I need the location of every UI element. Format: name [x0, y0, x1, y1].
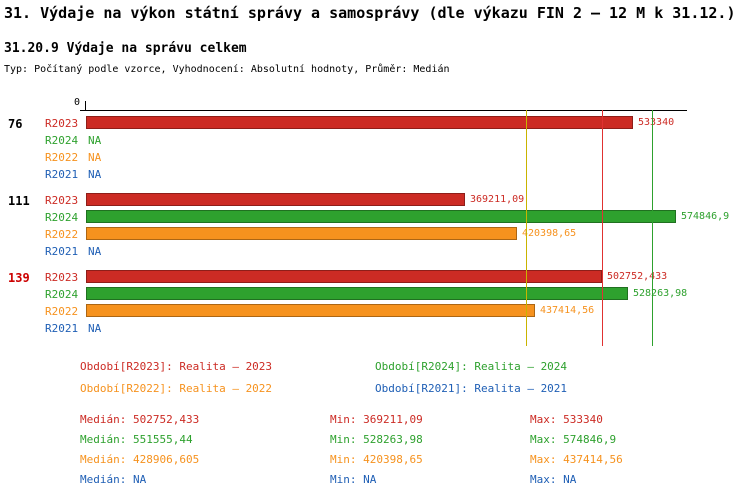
bar-value-label: 528263,98: [633, 288, 688, 299]
median-line-r2022: [526, 110, 527, 346]
na-label: NA: [88, 151, 102, 164]
stat-min-r2023: Min: 369211,09: [330, 413, 423, 426]
series-label-r2022: R2022: [45, 305, 79, 318]
stat-max-r2022: Max: 437414,56: [530, 453, 623, 466]
series-label-r2022: R2022: [45, 151, 79, 164]
bar-r2023: [86, 193, 465, 206]
series-label-r2024: R2024: [45, 211, 79, 224]
bar-r2022: [86, 227, 517, 240]
na-label: NA: [88, 322, 102, 335]
legend-item-r2024: Období[R2024]: Realita – 2024: [375, 360, 568, 373]
stat-median-r2023: Medián: 502752,433: [80, 413, 200, 426]
bar-r2024: [86, 210, 676, 223]
bar-value-label: 369211,09: [470, 194, 525, 205]
bar-value-label: 420398,65: [522, 228, 577, 239]
bar-value-label: 533340: [638, 117, 675, 128]
indicator-meta: Typ: Počítaný podle vzorce, Vyhodnocení:…: [4, 64, 450, 75]
group-label: 139: [8, 271, 30, 285]
page-title: 31. Výdaje na výkon státní správy a samo…: [4, 4, 736, 22]
series-label-r2024: R2024: [45, 134, 79, 147]
group-label: 111: [8, 194, 30, 208]
chart-stats: Medián: 502752,433 Min: 369211,09 Max: 533…: [0, 410, 750, 498]
horizontal-bar-chart: 0 76 R2023 533340 R2024 NA R2022 NA R2021 NA 111 R2…: [0, 96, 750, 354]
series-label-r2023: R2023: [45, 271, 79, 284]
stat-min-r2021: Min: NA: [330, 473, 377, 486]
series-label-r2023: R2023: [45, 117, 79, 130]
stat-median-r2021: Medián: NA: [80, 473, 147, 486]
bar-r2022: [86, 304, 535, 317]
series-label-r2022: R2022: [45, 228, 79, 241]
bar-r2023: [86, 116, 633, 129]
legend-item-r2021: Období[R2021]: Realita – 2021: [375, 382, 568, 395]
bar-value-label: 437414,56: [540, 305, 595, 316]
series-label-r2021: R2021: [45, 245, 79, 258]
series-label-r2021: R2021: [45, 322, 79, 335]
stat-max-r2024: Max: 574846,9: [530, 433, 617, 446]
bar-value-label: 574846,9: [681, 211, 730, 222]
x-axis-tick: [85, 101, 86, 110]
bar-value-label: 502752,433: [607, 271, 668, 282]
stat-max-r2021: Max: NA: [530, 473, 577, 486]
indicator-title: 31.20.9 Výdaje na správu celkem: [4, 41, 247, 56]
x-axis-line: [80, 110, 687, 111]
stat-max-r2023: Max: 533340: [530, 413, 603, 426]
bar-r2024: [86, 287, 628, 300]
series-label-r2023: R2023: [45, 194, 79, 207]
median-line-r2024: [652, 110, 653, 346]
stat-median-r2024: Medián: 551555,44: [80, 433, 193, 446]
series-label-r2024: R2024: [45, 288, 79, 301]
bar-r2023: [86, 270, 602, 283]
legend-item-r2022: Období[R2022]: Realita – 2022: [80, 382, 273, 395]
group-label: 76: [8, 117, 23, 131]
stat-median-r2022: Medián: 428906,605: [80, 453, 200, 466]
stat-min-r2022: Min: 420398,65: [330, 453, 423, 466]
series-label-r2021: R2021: [45, 168, 79, 181]
legend-item-r2023: Období[R2023]: Realita – 2023: [80, 360, 273, 373]
x-axis-origin-label: 0: [74, 97, 81, 108]
stat-min-r2024: Min: 528263,98: [330, 433, 423, 446]
na-label: NA: [88, 134, 102, 147]
na-label: NA: [88, 245, 102, 258]
median-line-r2023: [602, 110, 603, 346]
na-label: NA: [88, 168, 102, 181]
chart-legend: Období[R2023]: Realita – 2023 Období[R202…: [0, 356, 750, 402]
